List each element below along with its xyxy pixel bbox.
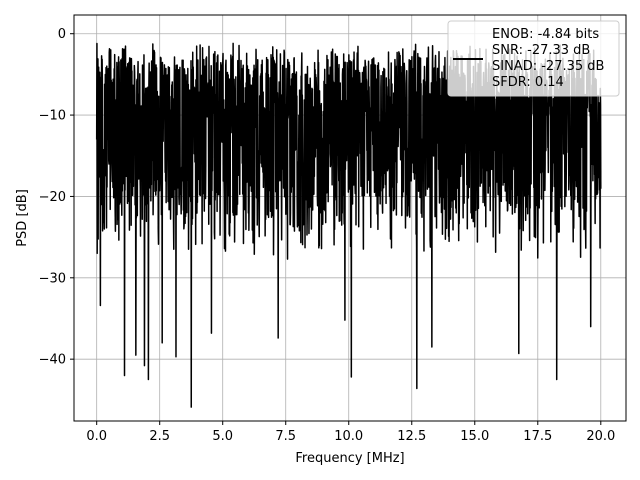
x-tick-label: 10.0: [334, 429, 363, 444]
y-tick-label: −30: [39, 271, 66, 286]
x-axis-label: Frequency [MHz]: [295, 451, 404, 466]
y-tick-label: −10: [39, 109, 66, 124]
y-tick-label: −40: [39, 353, 66, 368]
y-tick-label: 0: [58, 27, 66, 42]
plot-area: [95, 42, 602, 408]
x-tick-label: 5.0: [212, 429, 233, 444]
x-tick-label: 20.0: [586, 429, 615, 444]
legend: ENOB: -4.84 bits SNR: -27.33 dB SINAD: -…: [447, 20, 620, 97]
x-tick-label: 7.5: [275, 429, 296, 444]
x-tick-label: 15.0: [460, 429, 489, 444]
x-tick-label: 2.5: [149, 429, 170, 444]
x-tick-label: 12.5: [397, 429, 426, 444]
y-tick-label: −20: [39, 190, 66, 205]
legend-sinad-text: SINAD: -27.35 dB: [492, 59, 604, 74]
legend-enob-text: ENOB: -4.84 bits: [492, 27, 599, 42]
x-tick-label: 0.0: [86, 429, 107, 444]
axes-frame: [73, 14, 627, 422]
legend-snr-text: SNR: -27.33 dB: [492, 43, 590, 58]
psd-series-line: [95, 42, 602, 408]
x-axis-ticks: 0.0 2.5 5.0 7.5 10.0 12.5 15.0 17.5 20.0: [86, 421, 615, 444]
legend-sfdr-text: SFDR: 0.14: [492, 75, 564, 90]
y-axis-label: PSD [dB]: [15, 189, 30, 247]
x-tick-label: 17.5: [523, 429, 552, 444]
y-axis-ticks: 0 −10 −20 −30 −40: [39, 27, 74, 368]
legend-box: [447, 20, 620, 97]
